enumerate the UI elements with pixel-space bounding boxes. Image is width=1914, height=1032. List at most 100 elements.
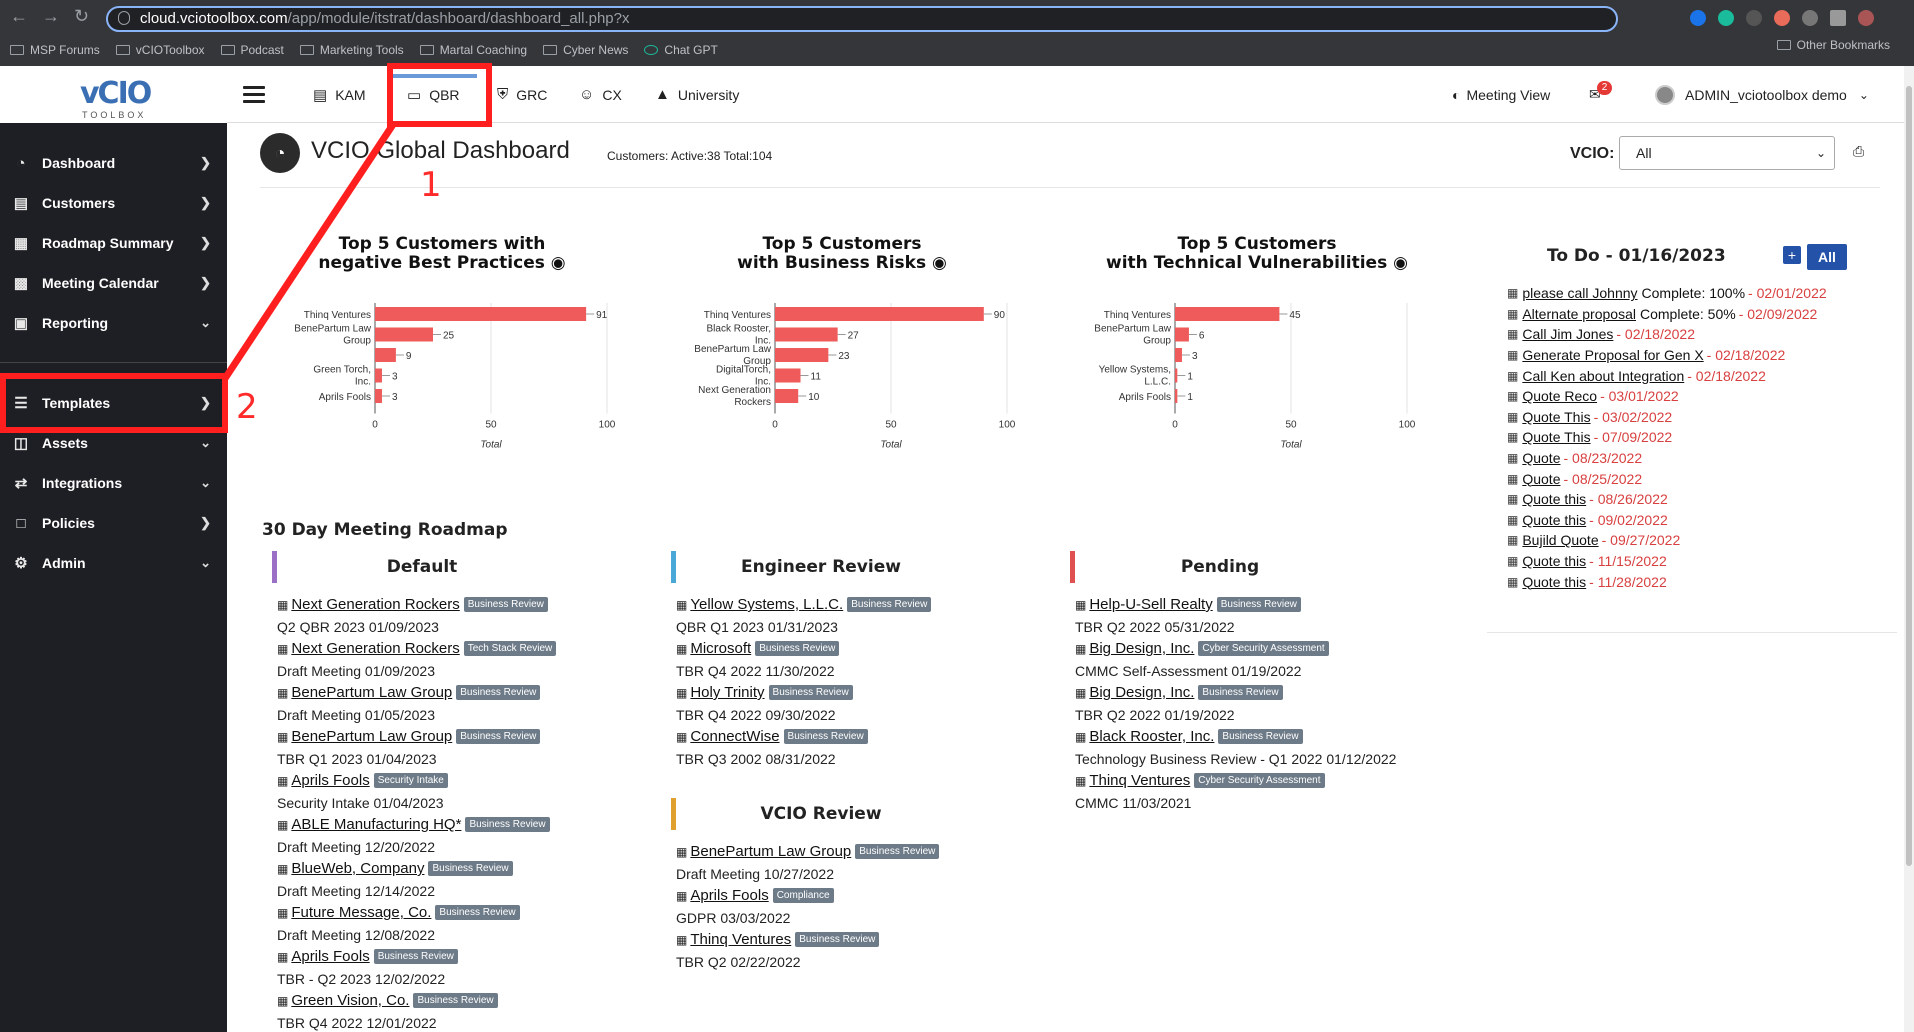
todo-link[interactable]: Call Ken about Integration — [1522, 367, 1685, 384]
gear-icon: ⚙ — [14, 555, 28, 572]
todo-item: ▦ Call Ken about Integration - 02/18/2022 — [1507, 365, 1907, 386]
puzzle-icon[interactable] — [1802, 10, 1818, 26]
y-tick-label: Group — [1143, 336, 1171, 347]
bookmark-martal-coaching[interactable]: Martal Coaching — [419, 38, 527, 62]
bar — [1175, 389, 1178, 403]
tab-cx[interactable]: ☺ CX — [579, 66, 622, 123]
extension-icon[interactable] — [1774, 10, 1790, 26]
bookmark-podcast[interactable]: Podcast — [220, 38, 284, 62]
hamburger-menu-icon[interactable] — [243, 86, 265, 107]
customer-link[interactable]: BenePartum Law Group — [690, 843, 852, 860]
todo-link[interactable]: Generate Proposal for Gen X — [1522, 347, 1704, 364]
todo-link[interactable]: Bujild Quote — [1522, 532, 1599, 549]
bookmark-other[interactable]: Other Bookmarks — [1776, 38, 1890, 52]
todo-link[interactable]: Quote — [1522, 450, 1561, 467]
todo-link[interactable]: Quote This — [1522, 429, 1591, 446]
x-axis-label: Total — [480, 440, 502, 451]
eye-icon[interactable]: ◉ — [550, 253, 566, 273]
toggle-icon: ◐ — [1452, 86, 1461, 103]
todo-link[interactable]: Quote This — [1522, 408, 1591, 425]
bookmark-cyber-news[interactable]: Cyber News — [543, 38, 628, 62]
sidebar-item-meeting-calendar[interactable]: ▩ Meeting Calendar ❯ — [0, 263, 227, 303]
sidebar-item-customers[interactable]: ▤ Customers ❯ — [0, 183, 227, 223]
meeting-detail: Draft Meeting 01/05/2023 — [277, 707, 435, 723]
tab-qbr[interactable]: ▭ QBR — [407, 66, 460, 123]
bookmark-vciotoolbox[interactable]: vCIOToolbox — [115, 38, 205, 62]
todo-link[interactable]: Alternate proposal — [1522, 305, 1636, 322]
scrollbar-thumb[interactable] — [1906, 86, 1912, 866]
sidebar-item-policies[interactable]: □ Policies ❯ — [0, 503, 227, 543]
customer-link[interactable]: BenePartum Law Group — [291, 684, 453, 701]
customer-link[interactable]: Next Generation Rockers — [291, 596, 460, 613]
tab-kam[interactable]: ▤ KAM — [313, 66, 366, 123]
eye-icon[interactable]: ◉ — [932, 253, 947, 273]
logo[interactable]: vCIO TOOLBOX — [0, 66, 227, 123]
todo-link[interactable]: Call Jim Jones — [1522, 326, 1614, 343]
customer-link[interactable]: Green Vision, Co. — [291, 992, 410, 1009]
meeting-detail: CMMC Self-Assessment 01/19/2022 — [1075, 663, 1302, 679]
todo-all-button[interactable]: All — [1807, 244, 1847, 270]
sidebar-item-assets[interactable]: ◫ Assets ⌄ — [0, 423, 227, 463]
bookmark-marketing-tools[interactable]: Marketing Tools — [299, 38, 404, 62]
roadmap-column-heading: VCIO Review — [671, 798, 971, 830]
customer-link[interactable]: Aprils Fools — [291, 948, 370, 965]
meeting-view-toggle[interactable]: ◐ Meeting View — [1452, 66, 1550, 123]
todo-link[interactable]: Quote this — [1522, 491, 1587, 508]
todo-link[interactable]: Quote this — [1522, 553, 1587, 570]
customer-link[interactable]: ConnectWise — [690, 728, 780, 745]
customer-link[interactable]: Thinq Ventures — [1089, 772, 1191, 789]
meeting-type-badge: Business Review — [768, 685, 853, 700]
customer-link[interactable]: Help-U-Sell Realty — [1089, 596, 1213, 613]
tab-grc[interactable]: ⛨ GRC — [497, 66, 547, 123]
sidebar-item-roadmap-summary[interactable]: ▦ Roadmap Summary ❯ — [0, 223, 227, 263]
customer-link[interactable]: Big Design, Inc. — [1089, 684, 1195, 701]
customer-link[interactable]: Aprils Fools — [690, 887, 769, 904]
customer-link[interactable]: Thinq Ventures — [690, 931, 792, 948]
todo-link[interactable]: Quote this — [1522, 573, 1587, 590]
customer-link[interactable]: Next Generation Rockers — [291, 640, 460, 657]
customer-link[interactable]: BenePartum Law Group — [291, 728, 453, 745]
extension-icon[interactable] — [1690, 10, 1706, 26]
todo-link[interactable]: please call Johnny — [1522, 285, 1638, 302]
x-axis-label: Total — [880, 440, 902, 451]
customer-link[interactable]: Microsoft — [690, 640, 752, 657]
customer-link[interactable]: Holy Trinity — [690, 684, 765, 701]
sidebar-item-reporting[interactable]: ▣ Reporting ⌄ — [0, 303, 227, 343]
sidebar-item-label: Roadmap Summary — [42, 235, 174, 251]
bookmark-chat-gpt[interactable]: Chat GPT — [644, 38, 718, 62]
forward-icon[interactable]: → — [42, 6, 60, 26]
add-todo-button[interactable]: + — [1783, 246, 1801, 264]
bar — [1175, 348, 1182, 362]
sidepanel-icon[interactable] — [1830, 10, 1846, 26]
scrollbar[interactable] — [1904, 66, 1914, 1032]
customer-link[interactable]: Future Message, Co. — [291, 904, 432, 921]
sidebar-item-dashboard[interactable]: ◔ Dashboard ❯ — [0, 143, 227, 183]
extension-icon[interactable] — [1746, 10, 1762, 26]
back-icon[interactable]: ← — [10, 6, 28, 26]
extension-icon[interactable] — [1718, 10, 1734, 26]
customer-link[interactable]: Aprils Fools — [291, 772, 370, 789]
todo-link[interactable]: Quote this — [1522, 511, 1587, 528]
url-bar[interactable]: cloud.vciotoolbox.com/app/module/itstrat… — [106, 6, 1618, 32]
todo-link[interactable]: Quote Reco — [1522, 388, 1598, 405]
mail-button[interactable]: ✉ 2 — [1589, 66, 1613, 123]
print-icon[interactable]: ⎙ — [1853, 143, 1865, 159]
customer-link[interactable]: Big Design, Inc. — [1089, 640, 1195, 657]
profile-icon[interactable] — [1858, 10, 1874, 26]
customer-link[interactable]: BlueWeb, Company — [291, 860, 425, 877]
customer-link[interactable]: Black Rooster, Inc. — [1089, 728, 1215, 745]
bookmark-msp-forums[interactable]: MSP Forums — [10, 38, 100, 62]
customer-link[interactable]: ABLE Manufacturing HQ* — [291, 816, 462, 833]
vcio-select[interactable]: All ⌄ — [1619, 136, 1835, 170]
sidebar-item-templates[interactable]: ☰ Templates ❯ — [0, 383, 227, 423]
sidebar-item-admin[interactable]: ⚙ Admin ⌄ — [0, 543, 227, 583]
todo-link[interactable]: Quote — [1522, 470, 1561, 487]
sidebar-item-integrations[interactable]: ⇄ Integrations ⌄ — [0, 463, 227, 503]
customer-link[interactable]: Yellow Systems, L.L.C. — [690, 596, 844, 613]
data-label: 1 — [1187, 392, 1193, 403]
y-tick-label: Thinq Ventures — [1104, 310, 1171, 321]
eye-icon[interactable]: ◉ — [1393, 253, 1408, 273]
user-menu[interactable]: ADMIN_vciotoolbox demo ⌄ — [1655, 66, 1869, 123]
reload-icon[interactable]: ↻ — [74, 6, 90, 26]
tab-university[interactable]: ▲ University — [655, 66, 739, 123]
